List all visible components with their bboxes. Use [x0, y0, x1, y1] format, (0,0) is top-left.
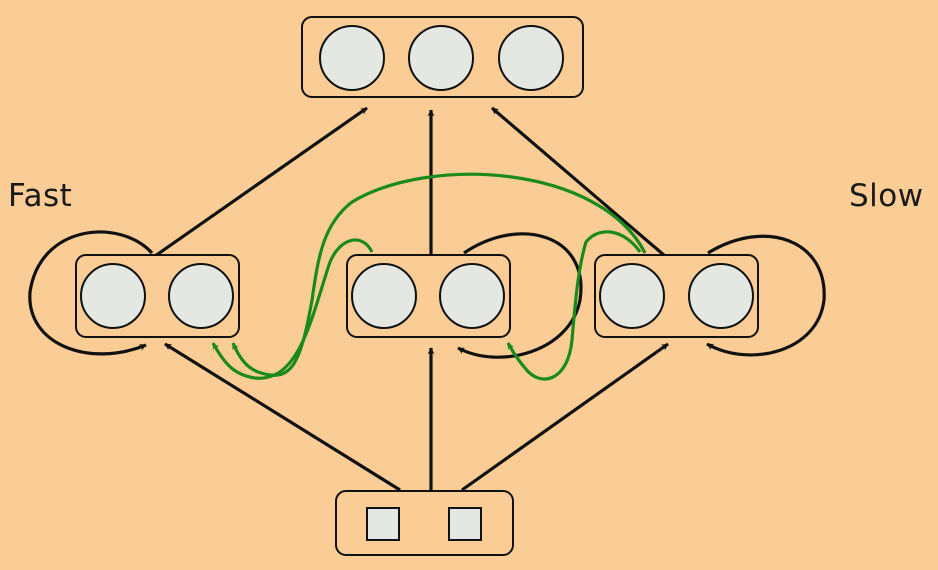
loop-middle [457, 232, 583, 359]
hidden-unit [168, 263, 234, 329]
hidden-unit [439, 263, 505, 329]
hidden-module-middle [346, 254, 511, 338]
recurrent-loops [28, 230, 826, 359]
hidden-unit [351, 263, 417, 329]
hidden-module-slow [594, 254, 759, 338]
output-unit [319, 25, 385, 91]
hidden-module-fast [75, 254, 240, 338]
input-layer [335, 490, 514, 556]
arrow-slow-to-output [490, 106, 667, 258]
feedback-paths [211, 172, 647, 381]
arrow-input-to-fast [164, 342, 401, 492]
arrow-input-to-slow [461, 342, 669, 492]
hidden-unit [80, 263, 146, 329]
output-layer [301, 16, 584, 98]
loop-fast [28, 230, 154, 356]
arrow-fast-to-output [154, 106, 368, 258]
fast-label: Fast [8, 178, 73, 214]
hidden-unit [599, 263, 665, 329]
feedback-slow-to-fast [231, 172, 647, 377]
input-to-hidden-arrows [164, 342, 669, 492]
slow-label: Slow [849, 178, 924, 214]
output-unit [498, 25, 564, 91]
loop-slow [706, 234, 826, 357]
feedback-slow-to-middle [506, 230, 642, 381]
output-unit [408, 25, 474, 91]
input-unit [366, 507, 400, 541]
input-unit [448, 507, 482, 541]
hidden-unit [688, 263, 754, 329]
hidden-to-output-arrows [154, 106, 667, 258]
input-layer-box [335, 490, 514, 556]
